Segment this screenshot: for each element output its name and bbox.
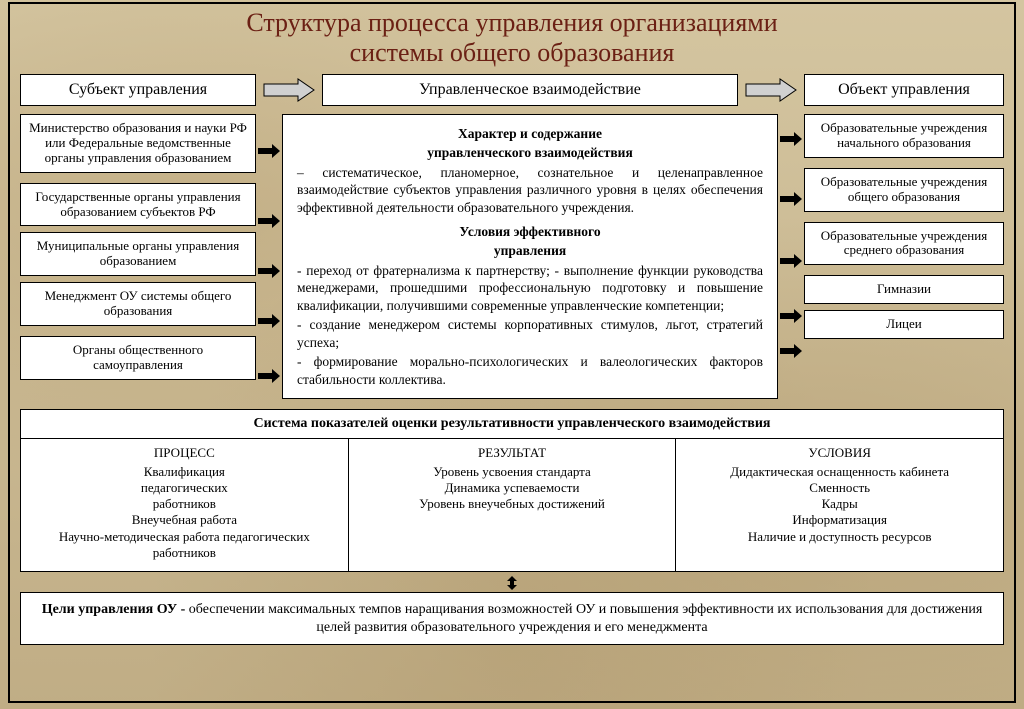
right-box-0: Образовательные учреждения начального об…	[804, 114, 1004, 158]
title-line-1: Структура процесса управления организаци…	[246, 8, 777, 37]
center-p1: – систематическое, планомерное, сознател…	[297, 164, 763, 217]
arrow-icon	[258, 144, 280, 158]
center-h2: Условия эффективного	[459, 224, 600, 239]
subject-column: Министерство образования и науки РФ или …	[20, 114, 256, 380]
arrow-icon	[780, 344, 802, 358]
arrow-icon	[780, 309, 802, 323]
center-h1b: управленческого взаимодействия	[427, 145, 633, 160]
left-box-1: Государственные органы управления образо…	[20, 183, 256, 227]
header-interaction: Управленческое взаимодействие	[322, 74, 738, 106]
indicators-row: ПРОЦЕСС Квалификация педагогических рабо…	[21, 439, 1003, 571]
indicator-col-result: РЕЗУЛЬТАТ Уровень усвоения стандарта Дин…	[349, 439, 677, 571]
right-box-2: Образовательные учреждения среднего обра…	[804, 222, 1004, 266]
double-arrow-icon	[20, 576, 1004, 590]
goals-box: Цели управления ОУ - обеспечении максима…	[20, 592, 1004, 645]
arrow-icon	[258, 314, 280, 328]
page-title: Структура процесса управления организаци…	[20, 8, 1004, 68]
main-columns: Министерство образования и науки РФ или …	[20, 114, 1004, 400]
header-object: Объект управления	[804, 74, 1004, 106]
arrow-icon	[258, 264, 280, 278]
arrow-icon	[258, 214, 280, 228]
arrow-icon	[258, 369, 280, 383]
right-box-4: Лицеи	[804, 310, 1004, 339]
right-box-1: Образовательные учреждения общего образо…	[804, 168, 1004, 212]
ind-cap-2: УСЛОВИЯ	[686, 445, 993, 461]
title-line-2: системы общего образования	[350, 38, 675, 67]
ind-cap-1: РЕЗУЛЬТАТ	[359, 445, 666, 461]
center-h1: Характер и содержание	[458, 126, 602, 141]
ind-cap-0: ПРОЦЕСС	[31, 445, 338, 461]
left-box-2: Муниципальные органы управления образова…	[20, 232, 256, 276]
arrow-right-2	[744, 77, 798, 103]
arrow-icon	[780, 132, 802, 146]
diagram-frame: Структура процесса управления организаци…	[8, 2, 1016, 703]
center-column: Характер и содержание управленческого вз…	[262, 114, 798, 400]
goals-text: обеспечении максимальных темпов наращива…	[189, 602, 983, 635]
left-box-3: Менеджмент ОУ системы общего образования	[20, 282, 256, 326]
center-box: Характер и содержание управленческого вз…	[282, 114, 778, 400]
center-b2: - создание менеджером системы корпоратив…	[297, 316, 763, 351]
arrow-right-1	[262, 77, 316, 103]
center-b1: - переход от фратернализма к партнерству…	[297, 262, 763, 315]
indicator-col-conditions: УСЛОВИЯ Дидактическая оснащенность кабин…	[676, 439, 1003, 571]
right-box-3: Гимназии	[804, 275, 1004, 304]
indicators-title: Система показателей оценки результативно…	[21, 410, 1003, 439]
left-box-4: Органы общественного самоуправления	[20, 336, 256, 380]
header-subject: Субъект управления	[20, 74, 256, 106]
connector-left-group	[258, 114, 280, 414]
indicator-col-process: ПРОЦЕСС Квалификация педагогических рабо…	[21, 439, 349, 571]
arrow-icon	[780, 254, 802, 268]
connector-right-group	[780, 114, 802, 414]
goals-label: Цели управления ОУ -	[42, 602, 189, 617]
arrow-icon	[780, 192, 802, 206]
center-b3: - формирование морально-психологических …	[297, 353, 763, 388]
indicators-table: Система показателей оценки результативно…	[20, 409, 1004, 572]
object-column: Образовательные учреждения начального об…	[804, 114, 1004, 340]
header-row: Субъект управления Управленческое взаимо…	[20, 74, 1004, 106]
left-box-0: Министерство образования и науки РФ или …	[20, 114, 256, 173]
center-h2b: управления	[494, 243, 566, 258]
